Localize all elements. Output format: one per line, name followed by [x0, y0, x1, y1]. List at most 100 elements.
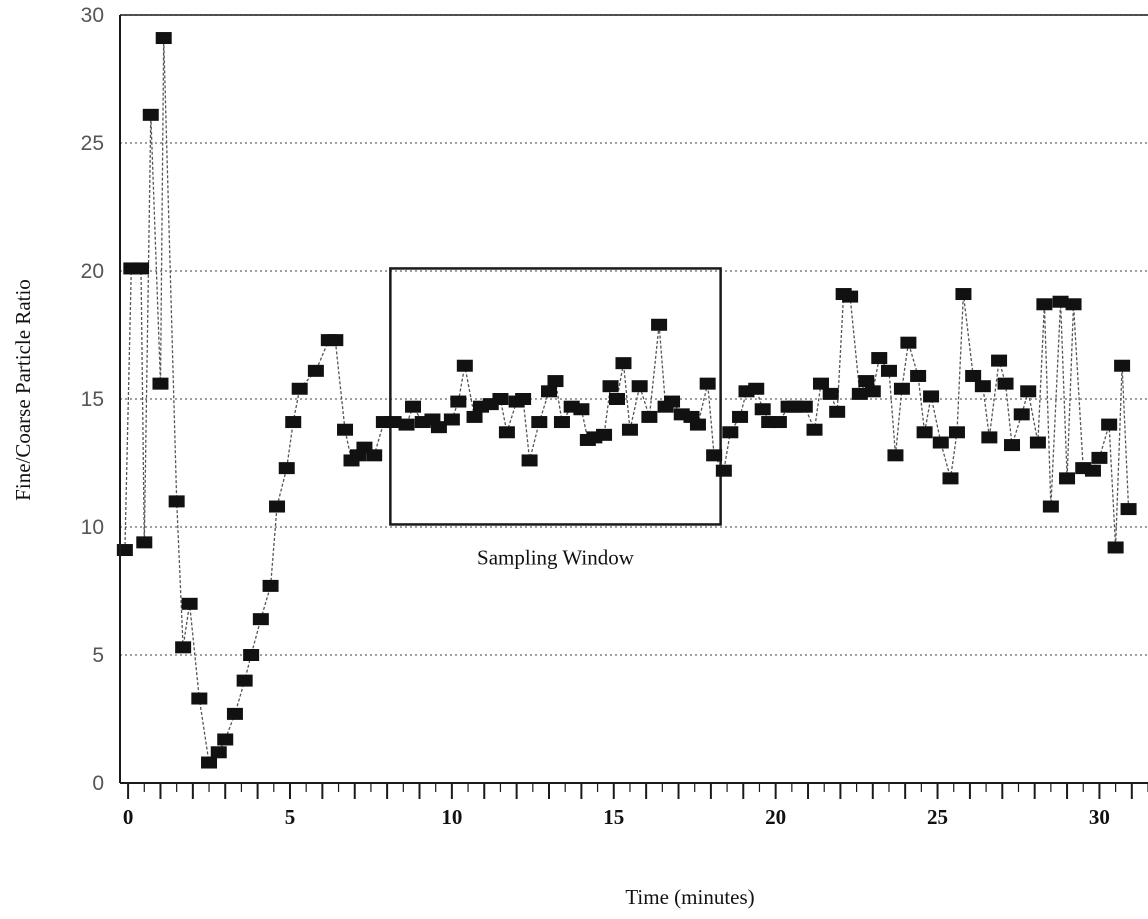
x-tick-label-10: 10 [441, 805, 462, 829]
data-point-69 [689, 418, 706, 431]
data-point-13 [217, 733, 234, 746]
data-point-26 [337, 423, 354, 436]
data-point-101 [942, 472, 959, 485]
data-point-108 [997, 377, 1014, 390]
data-point-117 [1065, 298, 1082, 311]
data-point-85 [822, 387, 839, 400]
data-point-95 [893, 382, 910, 395]
data-point-9 [181, 597, 198, 610]
data-point-12 [210, 746, 227, 759]
data-point-71 [706, 449, 723, 462]
data-point-100 [932, 436, 949, 449]
data-point-10 [191, 692, 208, 705]
data-point-61 [621, 423, 638, 436]
data-point-89 [851, 387, 868, 400]
data-point-23 [307, 364, 324, 377]
data-point-22 [291, 382, 308, 395]
data-point-54 [573, 403, 590, 416]
data-point-17 [252, 613, 269, 626]
data-point-50 [541, 385, 558, 398]
data-point-105 [974, 380, 991, 393]
y-tick-label-15: 15 [81, 388, 104, 411]
x-tick-label-30: 30 [1089, 805, 1110, 829]
gridlines [120, 14, 1148, 656]
data-point-102 [948, 426, 965, 439]
data-point-58 [602, 380, 619, 393]
data-point-34 [405, 400, 422, 413]
data-point-109 [1004, 439, 1021, 452]
data-point-98 [916, 426, 933, 439]
data-point-113 [1036, 298, 1053, 311]
data-point-119 [1084, 464, 1101, 477]
data-point-99 [923, 390, 940, 403]
data-point-14 [226, 707, 243, 720]
data-point-41 [466, 410, 483, 423]
y-tick-label-20: 20 [81, 260, 104, 283]
sampling-window-label: Sampling Window [477, 545, 635, 569]
data-point-60 [615, 357, 632, 370]
data-point-3 [136, 536, 153, 549]
data-point-74 [732, 410, 749, 423]
data-point-66 [664, 395, 681, 408]
data-point-18 [262, 579, 279, 592]
data-point-93 [880, 364, 897, 377]
x-tick-label-25: 25 [927, 805, 948, 829]
data-point-51 [547, 375, 564, 388]
data-point-48 [521, 454, 538, 467]
data-point-47 [515, 393, 532, 405]
data-point-16 [243, 649, 260, 661]
data-point-40 [456, 359, 473, 372]
data-point-7 [168, 495, 185, 508]
data-point-49 [531, 416, 548, 429]
data-point-88 [842, 290, 859, 303]
data-point-63 [641, 410, 658, 423]
series-line [124, 37, 1130, 764]
ticks: 0 5 10 15 20 25 30 0 5 10 15 20 25 30 [81, 4, 1148, 829]
data-point-79 [770, 416, 787, 429]
data-point-52 [553, 416, 570, 429]
sampling-window-box [389, 267, 722, 526]
data-point-19 [269, 500, 286, 513]
data-point-115 [1052, 295, 1069, 308]
data-point-64 [651, 318, 668, 331]
data-point-6 [155, 32, 172, 45]
x-tick-label-5: 5 [285, 805, 296, 829]
data-point-30 [366, 449, 383, 462]
data-point-83 [806, 423, 823, 436]
data-point-70 [699, 377, 716, 390]
data-point-5 [152, 377, 169, 390]
data-point-110 [1013, 408, 1030, 421]
data-point-25 [327, 334, 344, 347]
data-point-103 [955, 288, 972, 301]
x-axis-title: Time (minutes) [625, 885, 754, 909]
axes [119, 14, 1148, 784]
data-point-121 [1101, 418, 1118, 431]
data-point-114 [1042, 500, 1059, 513]
data-point-107 [991, 354, 1008, 367]
data-point-39 [450, 395, 467, 408]
data-point-11 [201, 756, 218, 769]
y-tick-label-5: 5 [92, 644, 104, 667]
data-point-4 [142, 108, 159, 121]
data-point-62 [631, 380, 648, 393]
y-tick-label-25: 25 [81, 132, 104, 155]
data-point-38 [443, 413, 460, 426]
y-tick-label-0: 0 [92, 772, 104, 795]
data-point-124 [1120, 503, 1137, 516]
data-point-90 [858, 375, 875, 388]
data-point-94 [887, 449, 904, 462]
data-point-104 [965, 369, 982, 382]
data-point-45 [498, 426, 515, 439]
data-point-73 [722, 426, 739, 439]
data-point-8 [175, 641, 192, 654]
sampling-window: Sampling Window [389, 267, 722, 569]
data-point-15 [236, 674, 253, 687]
data-point-33 [398, 418, 415, 431]
y-axis-title: Fine/Coarse Particle Ratio [11, 279, 35, 501]
data-point-32 [385, 416, 402, 429]
data-point-97 [910, 369, 927, 382]
data-point-21 [285, 416, 302, 429]
data-point-76 [748, 382, 765, 395]
data-point-59 [609, 393, 626, 405]
data-point-106 [981, 431, 998, 444]
